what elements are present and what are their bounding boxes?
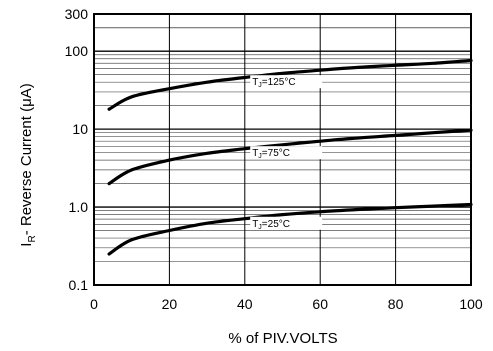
series-label-bg <box>250 146 323 160</box>
y-axis-label-sub: R <box>27 235 38 242</box>
y-tick-label: 100 <box>65 43 89 59</box>
series-label-sub: J <box>258 153 262 160</box>
series-label-3: TJ=25°C <box>252 219 290 231</box>
series-label-rest: =25°C <box>262 219 290 230</box>
series-line-2 <box>107 128 473 186</box>
series-line-1 <box>107 58 473 111</box>
y-axis-label-rest: - Reverse Current (μA) <box>18 83 35 235</box>
series-label-1: TJ=125°C <box>252 77 295 89</box>
y-axis-label: IR- Reverse Current (μA) <box>18 83 38 246</box>
x-tick-label: 0 <box>90 296 98 312</box>
x-tick-label: 40 <box>237 296 253 312</box>
y-tick-labels: 0.1 1.0 10 100 300 <box>65 6 89 293</box>
series-label-main: T <box>252 148 258 159</box>
series-label-bg <box>250 75 323 89</box>
series-label-sub: J <box>258 224 262 231</box>
series-line-3 <box>107 202 473 256</box>
series-label-main: T <box>252 219 258 230</box>
x-tick-label: 60 <box>312 296 328 312</box>
series-annotations: TJ=125°CTJ=75°CTJ=25°C <box>250 75 323 231</box>
y-tick-label: 0.1 <box>69 277 89 293</box>
series-label-bg <box>250 216 323 230</box>
series-label-2: TJ=75°C <box>252 148 290 160</box>
x-axis-label: % of PIV.VOLTS <box>228 330 337 347</box>
y-axis-label-main: I <box>18 243 35 247</box>
series-label-rest: =125°C <box>262 77 296 88</box>
x-tick-labels: 0 20 40 60 80 100 <box>90 296 483 312</box>
series-curves <box>107 58 473 256</box>
plot-frame <box>93 13 472 286</box>
series-label-sub: J <box>258 82 262 89</box>
y-tick-label: 300 <box>65 6 89 22</box>
series-label-rest: =75°C <box>262 148 290 159</box>
y-tick-label: 1.0 <box>69 199 89 215</box>
series-label-main: T <box>252 77 258 88</box>
y-tick-label: 10 <box>72 121 88 137</box>
x-tick-label: 80 <box>388 296 404 312</box>
x-tick-label: 20 <box>162 296 178 312</box>
x-tick-label: 100 <box>459 296 483 312</box>
